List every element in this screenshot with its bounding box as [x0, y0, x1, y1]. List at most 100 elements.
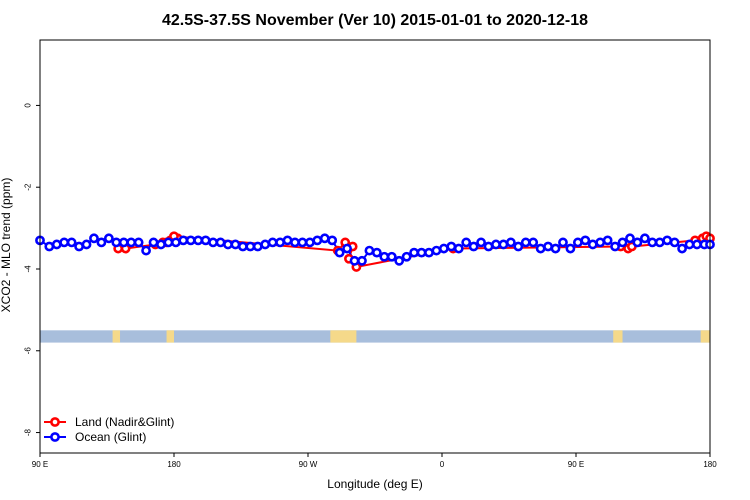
chart-title: 42.5S-37.5S November (Ver 10) 2015-01-01… [162, 12, 588, 29]
legend: Land (Nadir&Glint)Ocean (Glint) [44, 415, 174, 444]
data-point [148, 237, 159, 248]
x-tick-label: 180 [703, 460, 717, 469]
land-band-segment [112, 330, 121, 343]
x-tick-label: 0 [440, 460, 445, 469]
x-tick-label: 90 W [299, 460, 318, 469]
data-point [103, 233, 114, 244]
data-point [386, 251, 397, 262]
data-point [543, 241, 553, 252]
data-point [625, 233, 635, 244]
y-tick-label: 0 [24, 103, 33, 108]
data-point [453, 243, 464, 254]
data-point [572, 237, 583, 248]
plot-frame [39, 39, 711, 454]
data-point [662, 235, 673, 246]
data-point [483, 241, 494, 252]
ocean-band [40, 330, 710, 343]
y-tick-label: -6 [24, 347, 33, 355]
y-tick-label: -4 [24, 265, 33, 273]
data-point [409, 247, 419, 258]
surface-band [40, 330, 710, 343]
data-point [424, 247, 434, 258]
data-point [252, 241, 263, 252]
data-point [654, 237, 665, 248]
data-point [677, 243, 687, 254]
data-point [342, 243, 352, 254]
data-point [66, 237, 77, 248]
data-point [275, 237, 285, 248]
data-point [595, 237, 606, 248]
data-point [371, 247, 382, 258]
data-point [96, 237, 107, 248]
data-point [282, 235, 293, 246]
x-tick-label: 180 [167, 460, 181, 469]
series-points [35, 231, 715, 272]
data-point [468, 241, 479, 252]
data-point [476, 237, 486, 248]
data-point [438, 243, 449, 254]
data-point [357, 255, 367, 266]
x-tick-label: 90 E [32, 460, 48, 469]
data-point [319, 233, 330, 244]
data-point [692, 239, 702, 250]
data-point [185, 235, 196, 246]
data-point [491, 239, 501, 250]
land-band-segment [166, 330, 174, 343]
data-point [401, 251, 412, 262]
data-point [230, 239, 241, 250]
data-point [587, 239, 598, 250]
data-point [334, 247, 345, 258]
data-point [565, 243, 576, 254]
data-point [349, 255, 360, 266]
data-point [558, 237, 568, 248]
data-point [416, 247, 427, 258]
data-point [364, 245, 375, 256]
y-axis: 0 -2 -4 -6 -8 [24, 103, 40, 436]
data-point [632, 237, 643, 248]
data-point [520, 237, 531, 248]
land-band-segment [330, 330, 357, 343]
y-axis-label: XCO2 - MLO trend (ppm) [0, 178, 13, 313]
data-point [684, 239, 695, 250]
data-point [89, 233, 99, 244]
y-tick-label: -8 [24, 428, 33, 436]
data-point [260, 239, 271, 250]
data-point [580, 235, 591, 246]
data-point [133, 237, 144, 248]
data-point [170, 237, 181, 248]
data-point [141, 245, 151, 256]
data-point [513, 241, 524, 252]
data-point [639, 233, 650, 244]
data-point [178, 235, 189, 246]
data-point [461, 237, 472, 248]
data-point [237, 241, 248, 252]
data-point [446, 241, 457, 252]
data-point [81, 239, 92, 250]
data-point [304, 237, 315, 248]
data-point [431, 245, 442, 256]
x-axis: 90 E 180 90 W 0 90 E 180 [32, 453, 717, 469]
data-point [602, 235, 613, 246]
data-point [297, 237, 308, 248]
data-point [669, 237, 680, 248]
data-point [245, 241, 256, 252]
data-point [394, 255, 405, 266]
data-point [200, 235, 211, 246]
legend-marker [50, 432, 60, 442]
data-point [647, 237, 658, 248]
data-point [528, 237, 539, 248]
x-axis-label: Longitude (deg E) [327, 477, 422, 491]
data-point [550, 243, 561, 254]
y-tick-label: -2 [24, 183, 33, 191]
data-point [118, 237, 129, 248]
data-point [610, 241, 620, 252]
land-band-segment [613, 330, 623, 343]
data-point [312, 235, 323, 246]
data-point [74, 241, 84, 252]
data-point [223, 239, 233, 250]
data-point [505, 237, 516, 248]
data-point [208, 237, 218, 248]
data-point [193, 235, 204, 246]
legend-label: Land (Nadir&Glint) [75, 415, 174, 429]
